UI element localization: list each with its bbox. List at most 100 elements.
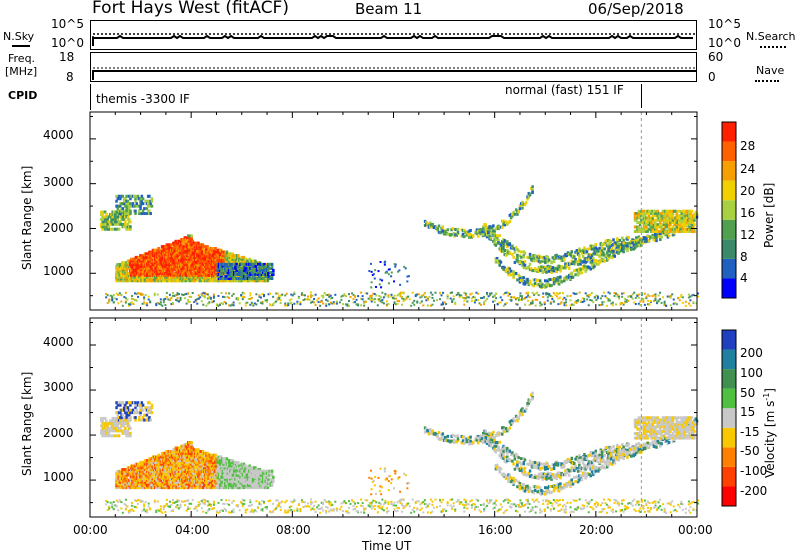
power-cell xyxy=(206,268,209,272)
power-cell xyxy=(552,257,556,261)
power-cell xyxy=(639,304,642,307)
power-cell xyxy=(256,279,259,283)
velocity-cell xyxy=(290,500,293,503)
power-cell xyxy=(578,254,581,258)
power-cell xyxy=(662,296,665,299)
power-cell xyxy=(149,272,152,276)
power-cell xyxy=(562,257,566,261)
power-cell xyxy=(103,217,107,221)
velocity-cell xyxy=(360,498,363,501)
power-cell xyxy=(655,229,658,233)
power-cell xyxy=(165,250,168,254)
power-cell xyxy=(622,246,625,250)
power-cell xyxy=(691,229,695,233)
power-cell xyxy=(249,262,252,266)
power-cell xyxy=(354,301,357,304)
power-cell xyxy=(363,301,366,304)
power-cell xyxy=(372,292,375,295)
power-cell xyxy=(446,297,449,300)
power-cell xyxy=(193,300,196,303)
power-cell xyxy=(490,227,494,231)
power-cell xyxy=(662,212,666,216)
power-cell xyxy=(443,301,446,304)
power-cell xyxy=(373,293,376,296)
power-cell xyxy=(679,214,682,218)
power-cell xyxy=(674,220,677,224)
power-cell xyxy=(231,294,234,297)
power-cell xyxy=(398,269,401,272)
power-cell xyxy=(643,303,646,306)
power-cell xyxy=(373,298,376,301)
power-cell xyxy=(267,266,270,270)
velocity-cell xyxy=(176,504,179,507)
power-cell xyxy=(504,291,507,294)
power-cell xyxy=(676,209,680,213)
power-cell xyxy=(199,264,203,268)
power-cell xyxy=(555,277,558,281)
power-cell xyxy=(209,297,212,300)
power-cell xyxy=(164,297,167,300)
power-cell xyxy=(105,212,108,216)
power-cell xyxy=(112,294,115,297)
power-cell xyxy=(117,227,121,231)
power-cell xyxy=(667,216,671,220)
power-cell xyxy=(150,204,154,208)
power-cell xyxy=(502,293,505,296)
power-cell xyxy=(680,212,684,216)
power-cell xyxy=(251,276,255,280)
power-cell xyxy=(229,268,232,272)
power-cell xyxy=(241,268,245,272)
power-cell xyxy=(613,241,617,245)
power-cell xyxy=(367,297,370,300)
power-cell xyxy=(569,272,572,276)
power-cell xyxy=(637,235,641,239)
power-cell xyxy=(650,220,653,224)
power-cell xyxy=(279,299,282,302)
velocity-cell xyxy=(259,503,262,506)
power-cell xyxy=(521,262,524,266)
power-cell xyxy=(571,255,575,259)
power-cell xyxy=(537,269,541,273)
power-cell xyxy=(633,229,637,233)
power-cell xyxy=(185,264,189,268)
power-cell xyxy=(493,232,496,236)
velocity-cell xyxy=(341,510,344,513)
power-cell xyxy=(573,269,576,273)
power-cell xyxy=(328,295,331,298)
power-cell xyxy=(686,227,690,231)
velocity-cell xyxy=(191,498,194,501)
power-cell xyxy=(665,212,668,216)
power-cell xyxy=(681,296,684,299)
power-cell xyxy=(613,294,616,297)
power-cell xyxy=(680,216,684,220)
power-cell xyxy=(435,226,438,230)
power-cell xyxy=(124,291,127,294)
power-cell xyxy=(539,304,542,307)
power-cell xyxy=(369,298,372,301)
power-cell xyxy=(648,294,651,297)
power-cell xyxy=(595,253,599,257)
power-cell xyxy=(520,297,523,300)
velocity-cell xyxy=(134,499,137,502)
power-cell xyxy=(683,218,686,222)
power-cell xyxy=(347,293,350,296)
power-cell xyxy=(629,239,633,243)
power-cell xyxy=(451,300,454,303)
power-cell xyxy=(667,227,671,231)
velocity-cell xyxy=(167,505,170,508)
velocity-cell xyxy=(168,500,171,503)
velocity-cell xyxy=(171,498,174,501)
power-cell xyxy=(180,239,183,243)
power-cell xyxy=(161,270,165,274)
power-cell xyxy=(679,227,682,231)
power-cell xyxy=(607,291,610,294)
power-cell xyxy=(636,225,639,229)
power-cell xyxy=(341,294,344,297)
power-cell xyxy=(451,227,455,231)
power-cell xyxy=(587,294,590,297)
power-cell xyxy=(657,214,661,218)
power-cell xyxy=(121,202,125,206)
power-cell xyxy=(121,194,125,198)
power-cell xyxy=(616,293,619,296)
power-cell xyxy=(218,264,222,268)
